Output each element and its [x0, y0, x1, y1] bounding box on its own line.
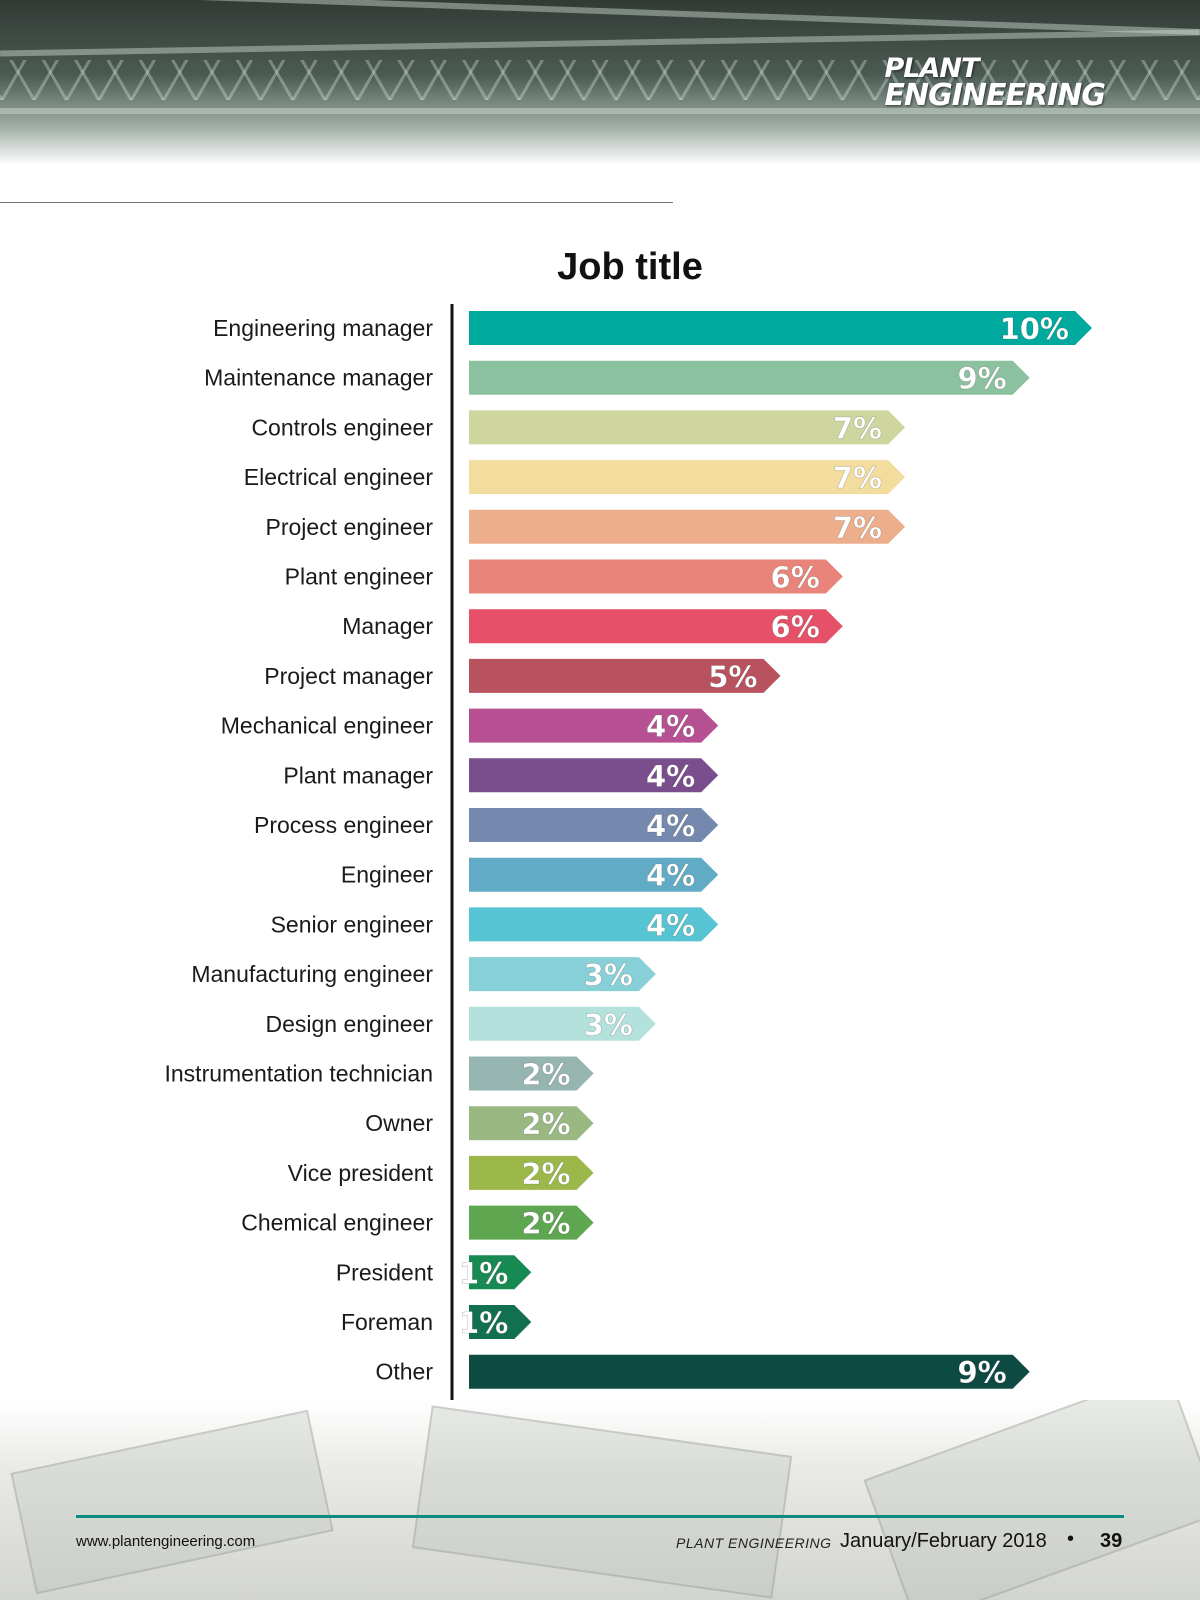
- bar: [469, 509, 906, 544]
- footer-issue-date: January/February 2018: [840, 1530, 1047, 1552]
- category-label: Manager: [342, 613, 433, 639]
- logo-line-2: ENGINEERING: [884, 77, 1106, 113]
- bar: [469, 410, 906, 445]
- category-label: Chemical engineer: [241, 1210, 433, 1236]
- value-label: 4%: [646, 759, 695, 793]
- category-label: Engineering manager: [213, 315, 433, 341]
- category-label: Plant engineer: [285, 564, 434, 590]
- value-label: 2%: [521, 1107, 570, 1141]
- footer-magazine-name: PLANT ENGINEERING: [676, 1535, 832, 1551]
- value-label: 7%: [833, 461, 882, 495]
- category-label: Foreman: [341, 1309, 433, 1335]
- value-label: 6%: [771, 561, 820, 595]
- header-background: [0, 0, 1200, 165]
- job-title-bar-chart: Engineering manager 10% Maintenance manage…: [165, 304, 1092, 1400]
- category-label: President: [336, 1259, 434, 1285]
- bar: [469, 907, 719, 942]
- bar: [469, 658, 781, 693]
- value-label: 10%: [1000, 312, 1069, 346]
- footer-bullet: •: [1067, 1528, 1075, 1550]
- category-label: Manufacturing engineer: [191, 961, 433, 987]
- plant-engineering-logo: PLANT ENGINEERING: [884, 53, 1106, 113]
- bar: [469, 559, 843, 594]
- value-label: 1%: [459, 1306, 508, 1340]
- value-label: 7%: [833, 411, 882, 445]
- category-label: Vice president: [288, 1160, 434, 1186]
- category-label: Controls engineer: [251, 414, 433, 440]
- value-label: 7%: [833, 511, 882, 545]
- value-label: 3%: [584, 1008, 633, 1042]
- top-divider: [0, 202, 673, 203]
- bar: [469, 460, 906, 495]
- category-label: Maintenance manager: [204, 365, 433, 391]
- category-label: Engineer: [341, 862, 433, 888]
- category-label: Design engineer: [265, 1011, 433, 1037]
- value-label: 4%: [646, 908, 695, 942]
- value-label: 4%: [646, 859, 695, 893]
- bar: [469, 957, 656, 992]
- bar: [469, 758, 719, 793]
- footer-url[interactable]: www.plantengineering.com: [76, 1533, 256, 1550]
- bar: [469, 708, 719, 743]
- footer-divider: [76, 1515, 1124, 1518]
- value-label: 4%: [646, 710, 695, 744]
- bar: [469, 857, 719, 892]
- bar: [469, 1106, 594, 1141]
- chart-title: Job title: [557, 246, 703, 288]
- bar: [469, 609, 843, 644]
- value-label: 4%: [646, 809, 695, 843]
- category-label: Mechanical engineer: [221, 713, 434, 739]
- value-label: 2%: [521, 1058, 570, 1092]
- category-label: Project manager: [264, 663, 433, 689]
- bar: [469, 808, 719, 842]
- category-label: Electrical engineer: [244, 464, 434, 490]
- bar: [469, 1056, 594, 1091]
- value-label: 5%: [708, 660, 757, 694]
- value-label: 2%: [521, 1157, 570, 1191]
- value-label: 2%: [521, 1207, 570, 1241]
- value-label: 6%: [771, 610, 820, 644]
- value-label: 9%: [957, 1356, 1006, 1390]
- footer-background: [0, 1400, 1200, 1600]
- category-label: Plant manager: [283, 762, 433, 788]
- bar: [469, 1255, 532, 1290]
- category-label: Process engineer: [254, 812, 433, 838]
- category-label: Senior engineer: [271, 911, 434, 937]
- value-label: 1%: [459, 1256, 508, 1290]
- bar: [469, 1305, 532, 1339]
- logo-line-1: PLANT: [884, 53, 980, 84]
- bar: [469, 311, 1092, 345]
- category-label: Project engineer: [266, 514, 434, 540]
- footer-page-number: 39: [1100, 1530, 1123, 1552]
- category-label: Owner: [365, 1110, 433, 1136]
- bar: [469, 1006, 656, 1041]
- value-label: 3%: [584, 958, 633, 992]
- category-label: Other: [375, 1359, 433, 1385]
- bar: [469, 1354, 1030, 1389]
- bar: [469, 1205, 594, 1240]
- category-label: Instrumentation technician: [165, 1061, 434, 1087]
- bar: [469, 360, 1030, 395]
- value-label: 9%: [957, 362, 1006, 396]
- bar: [469, 1155, 594, 1190]
